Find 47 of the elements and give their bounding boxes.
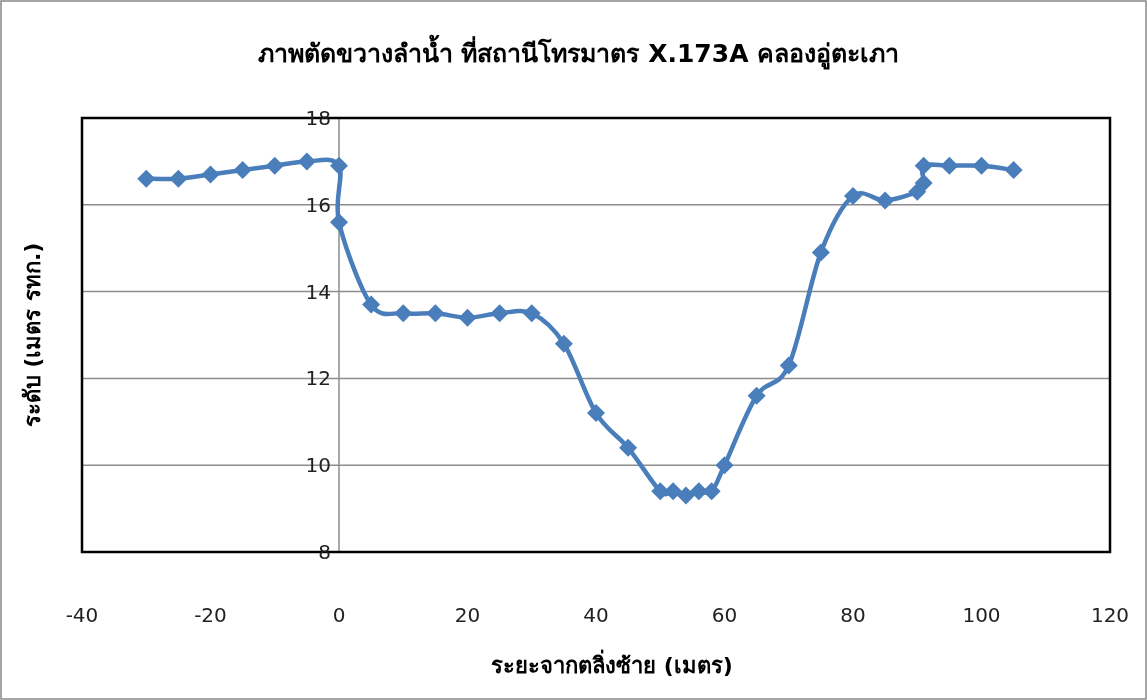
x-tick-label: 60 <box>711 603 738 627</box>
x-tick-label: 0 <box>332 603 346 627</box>
point <box>490 304 509 323</box>
y-tick-label: 14 <box>305 279 331 304</box>
point <box>715 456 734 475</box>
point <box>169 169 188 188</box>
x-tick-label: 20 <box>454 603 481 627</box>
point <box>201 165 220 184</box>
point <box>779 356 798 375</box>
x-tick-label: -40 <box>65 603 99 627</box>
point <box>876 191 895 210</box>
point <box>914 156 933 175</box>
point <box>811 243 830 262</box>
point <box>522 304 541 323</box>
y-tick-label: 12 <box>305 366 331 391</box>
chart-title: ภาพตัดขวางลำน้ำ ที่สถานีโทรมาตร X.173A คลองอู่ตะเภา <box>257 34 900 70</box>
point <box>297 152 316 171</box>
point <box>362 295 381 314</box>
x-tick-label: 40 <box>583 603 609 627</box>
x-tick-label: -20 <box>194 603 227 627</box>
y-tick-label: 16 <box>305 192 331 217</box>
point <box>676 486 695 505</box>
point <box>233 161 252 180</box>
point <box>664 482 683 501</box>
point <box>689 482 708 501</box>
point <box>619 438 638 457</box>
point <box>844 187 862 206</box>
point <box>394 304 413 323</box>
point <box>426 304 445 323</box>
y-tick-label: 10 <box>305 453 331 478</box>
point <box>940 156 959 175</box>
point <box>458 308 477 327</box>
x-tick-label: 100 <box>962 603 1001 627</box>
point <box>137 169 156 188</box>
point <box>554 334 573 353</box>
point <box>914 174 933 193</box>
point <box>747 386 766 405</box>
point <box>265 156 284 175</box>
point <box>972 156 991 175</box>
y-axis-title: ระดับ (เมตร รทก.) <box>20 242 45 428</box>
x-axis-title: ระยะจากตลิ่งซ้าย (เมตร) <box>491 649 733 678</box>
point <box>1004 161 1023 180</box>
point <box>330 213 348 232</box>
x-tick-label: 80 <box>840 603 866 627</box>
point <box>587 404 605 423</box>
point <box>330 156 348 175</box>
x-tick-label: 120 <box>1090 603 1130 627</box>
